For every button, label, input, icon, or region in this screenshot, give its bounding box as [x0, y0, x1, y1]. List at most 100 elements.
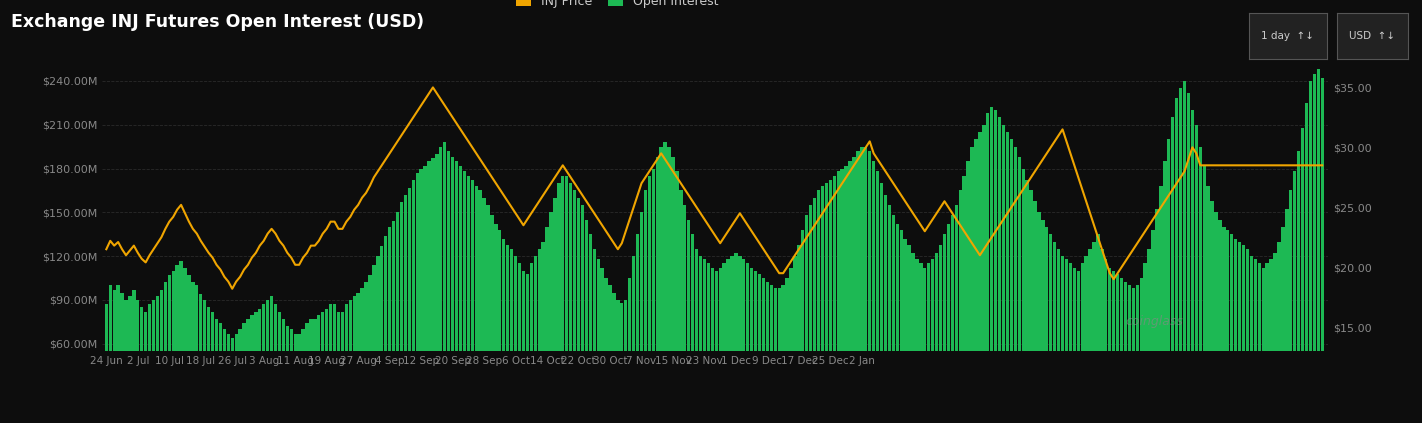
Bar — [518, 264, 522, 423]
Bar — [1172, 118, 1175, 423]
Bar — [191, 283, 195, 423]
Bar — [990, 107, 994, 423]
Bar — [435, 154, 438, 423]
Bar — [1085, 256, 1088, 423]
Bar — [1290, 190, 1293, 423]
Bar — [121, 293, 124, 423]
Bar — [631, 256, 636, 423]
Bar — [1136, 286, 1139, 423]
Bar — [1112, 271, 1115, 423]
Bar — [498, 230, 502, 423]
Bar — [691, 234, 694, 423]
Bar — [1226, 230, 1230, 423]
Bar — [1123, 283, 1128, 423]
Bar — [1190, 110, 1194, 423]
Bar — [1010, 139, 1012, 423]
Bar — [380, 246, 384, 423]
Bar — [152, 300, 155, 423]
Bar — [1266, 264, 1268, 423]
Bar — [1203, 166, 1206, 423]
Bar — [309, 319, 313, 423]
Bar — [1052, 242, 1057, 423]
Bar — [546, 227, 549, 423]
Bar — [707, 264, 710, 423]
Bar — [778, 288, 781, 423]
Bar — [715, 271, 718, 423]
Bar — [1254, 259, 1257, 423]
Bar — [600, 268, 604, 423]
Bar — [1277, 242, 1281, 423]
Bar — [333, 305, 336, 423]
Text: 1 day  ↑↓: 1 day ↑↓ — [1261, 31, 1314, 41]
Bar — [916, 259, 919, 423]
Bar — [1183, 81, 1186, 423]
Bar — [124, 300, 128, 423]
Bar — [640, 212, 643, 423]
Bar — [553, 198, 556, 423]
Bar — [195, 286, 199, 423]
Bar — [593, 249, 596, 423]
Bar — [1065, 259, 1068, 423]
Bar — [475, 186, 478, 423]
Bar — [230, 338, 233, 423]
Bar — [1076, 271, 1079, 423]
Bar — [1179, 88, 1182, 423]
Bar — [565, 176, 569, 423]
Bar — [907, 244, 910, 423]
Bar — [805, 215, 809, 423]
Bar — [239, 329, 242, 423]
Bar — [1037, 212, 1041, 423]
Bar — [1194, 125, 1197, 423]
Bar — [557, 183, 560, 423]
Bar — [970, 147, 974, 423]
Bar — [1049, 234, 1052, 423]
Bar — [867, 151, 872, 423]
Bar — [341, 312, 344, 423]
Bar — [360, 288, 364, 423]
Bar — [117, 286, 119, 423]
Bar — [636, 234, 640, 423]
Bar — [1148, 249, 1150, 423]
Bar — [139, 307, 144, 423]
Bar — [250, 315, 253, 423]
Bar — [947, 224, 950, 423]
Bar — [1250, 256, 1253, 423]
Bar — [326, 309, 328, 423]
Bar — [958, 190, 961, 423]
Bar — [203, 300, 206, 423]
Bar — [660, 147, 663, 423]
Bar — [1210, 201, 1214, 423]
Bar — [179, 261, 183, 423]
Bar — [951, 215, 954, 423]
Bar — [747, 264, 749, 423]
Bar — [137, 300, 139, 423]
Bar — [1057, 249, 1061, 423]
Bar — [943, 234, 946, 423]
Bar — [998, 118, 1001, 423]
Bar — [613, 293, 616, 423]
Bar — [242, 323, 246, 423]
Bar — [466, 176, 471, 423]
Bar — [132, 290, 135, 423]
Bar — [629, 278, 631, 423]
Bar — [782, 286, 785, 423]
Bar — [1021, 169, 1025, 423]
Bar — [529, 264, 533, 423]
Bar — [404, 195, 407, 423]
Bar — [415, 173, 419, 423]
Bar — [491, 215, 493, 423]
Bar — [664, 142, 667, 423]
Bar — [702, 259, 707, 423]
Bar — [513, 256, 518, 423]
Bar — [1030, 190, 1032, 423]
Bar — [1308, 81, 1313, 423]
Bar — [1230, 234, 1233, 423]
Bar — [698, 256, 702, 423]
Bar — [680, 190, 683, 423]
Bar — [1045, 227, 1048, 423]
Bar — [1246, 249, 1249, 423]
Bar — [785, 278, 789, 423]
Bar — [1025, 180, 1028, 423]
Bar — [188, 275, 191, 423]
Bar — [983, 125, 985, 423]
